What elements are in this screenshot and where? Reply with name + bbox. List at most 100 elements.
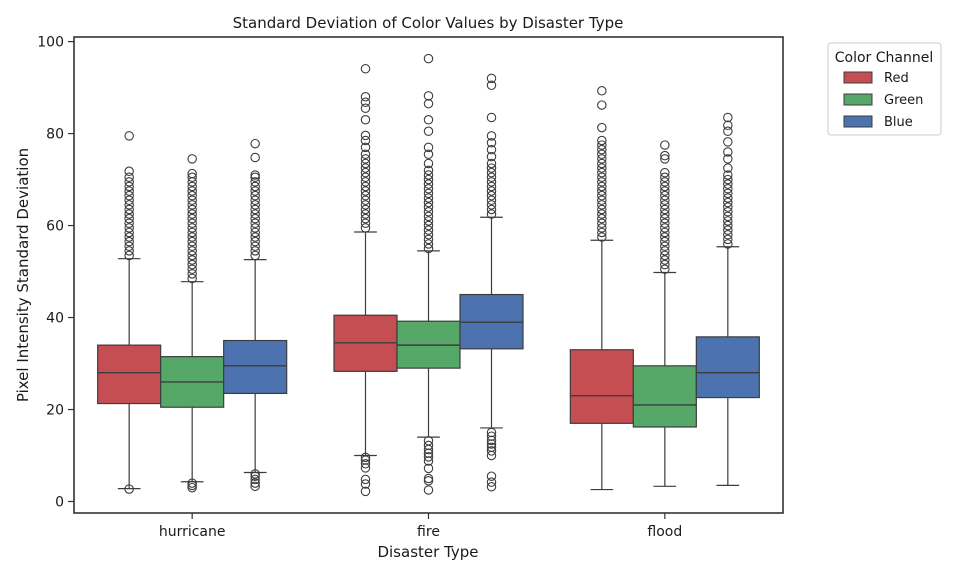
outlier-point	[486, 163, 497, 173]
y-axis-label: Pixel Intensity Standard Deviation	[14, 148, 32, 402]
outlier-point	[187, 195, 197, 206]
outlier-point	[597, 149, 607, 160]
outlier-point	[597, 135, 607, 146]
outlier-point	[660, 250, 670, 261]
outlier-point	[486, 181, 497, 192]
y-tick-label: 40	[46, 311, 64, 327]
outlier-point	[187, 172, 197, 183]
outlier-point	[423, 473, 434, 484]
outlier-point	[660, 181, 670, 192]
outlier-point	[423, 142, 434, 153]
outlier-point	[597, 213, 607, 224]
outlier-point	[124, 200, 134, 210]
outlier-point	[187, 168, 197, 179]
chart-title: Standard Deviation of Color Values by Di…	[233, 14, 624, 32]
outlier-point	[597, 195, 607, 206]
outlier-point	[360, 97, 371, 108]
outlier-point	[597, 167, 607, 178]
outlier-point	[187, 241, 197, 252]
outlier-point	[486, 477, 497, 487]
outlier-point	[250, 195, 260, 206]
outlier-point	[597, 122, 607, 133]
outlier-point	[423, 448, 434, 458]
box-flood-green	[632, 140, 697, 487]
outlier-point	[423, 53, 434, 64]
outlier-point	[597, 163, 607, 173]
outlier-point	[660, 200, 670, 210]
outlier-point	[250, 186, 260, 196]
outlier-point	[597, 218, 607, 229]
iqr-box	[223, 339, 288, 395]
outlier-point	[723, 220, 733, 231]
outlier-point	[423, 149, 434, 160]
legend-swatch-blue	[843, 115, 873, 128]
outlier-point	[124, 172, 134, 183]
outlier-point	[423, 126, 434, 137]
outlier-point	[486, 73, 497, 84]
outlier-point	[187, 181, 197, 192]
outlier-point	[423, 436, 434, 446]
outlier-point	[597, 140, 607, 150]
y-tick-label: 100	[37, 35, 64, 51]
outlier-point	[360, 149, 371, 160]
outlier-point	[486, 186, 497, 196]
outlier-point	[597, 204, 607, 215]
outlier-point	[423, 197, 434, 208]
outlier-point	[360, 130, 371, 141]
outlier-point	[360, 218, 371, 229]
outlier-point	[423, 211, 434, 222]
outlier-point	[486, 195, 497, 206]
outlier-point	[723, 112, 733, 123]
box-fire-blue	[459, 73, 524, 492]
outlier-point	[597, 223, 607, 233]
outlier-point	[660, 186, 670, 196]
outlier-point	[250, 204, 260, 215]
outlier-point	[360, 181, 371, 192]
outlier-point	[660, 177, 670, 187]
outlier-point	[486, 471, 497, 481]
outlier-point	[187, 200, 197, 210]
outlier-point	[250, 170, 260, 180]
outlier-point	[597, 172, 607, 183]
outlier-point	[360, 452, 371, 463]
outlier-point	[423, 476, 434, 486]
legend-swatch-green	[843, 93, 873, 106]
outlier-point	[486, 209, 497, 219]
outlier-point	[423, 188, 434, 199]
outlier-point	[723, 211, 733, 222]
outlier-point	[360, 158, 371, 169]
outlier-point	[124, 166, 134, 177]
outlier-point	[124, 181, 134, 192]
legend: Color Channel Red Green Blue	[827, 42, 942, 136]
outlier-point	[360, 455, 371, 465]
outlier-point	[486, 431, 497, 441]
outlier-point	[124, 195, 134, 206]
outlier-point	[423, 158, 434, 169]
outlier-point	[250, 469, 260, 479]
outlier-point	[597, 232, 607, 242]
box-hurricane-red	[97, 131, 162, 494]
legend-label-blue: Blue	[884, 115, 913, 130]
outlier-point	[360, 190, 371, 201]
outlier-point	[124, 236, 134, 247]
outlier-point	[250, 246, 260, 256]
outlier-point	[360, 213, 371, 224]
box-flood-red	[569, 86, 634, 491]
outlier-point	[250, 218, 260, 229]
outlier-point	[723, 179, 733, 189]
outlier-point	[360, 135, 371, 146]
outlier-point	[423, 179, 434, 189]
outlier-point	[597, 177, 607, 187]
outlier-point	[124, 186, 134, 196]
outlier-point	[124, 241, 134, 252]
outlier-point	[124, 204, 134, 215]
outlier-point	[360, 92, 371, 102]
outlier-point	[597, 209, 607, 219]
outlier-point	[423, 170, 434, 180]
outlier-point	[423, 207, 434, 217]
outlier-point	[187, 213, 197, 224]
outlier-point	[124, 484, 134, 494]
outlier-point	[360, 474, 371, 485]
outlier-point	[723, 207, 733, 217]
outlier-point	[723, 216, 733, 226]
